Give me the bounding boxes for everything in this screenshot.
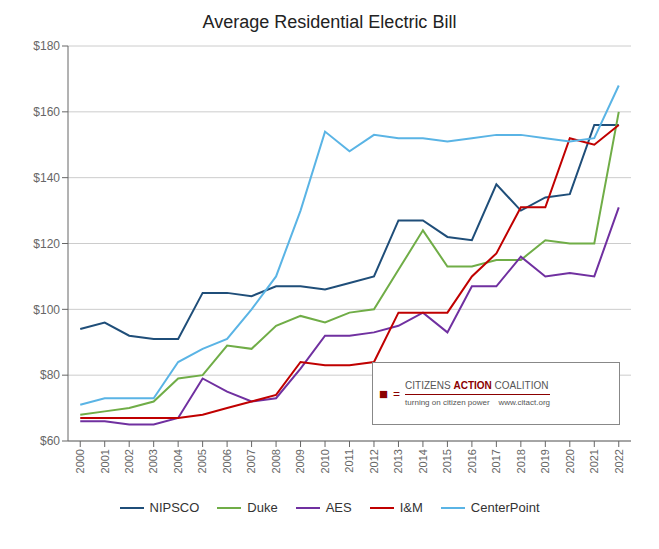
svg-text:2007: 2007 (245, 449, 257, 473)
svg-text:2014: 2014 (417, 449, 429, 473)
svg-text:2010: 2010 (319, 449, 331, 473)
html-text:AES: AES (325, 500, 352, 515)
svg-text:2004: 2004 (172, 449, 184, 473)
svg-text:2019: 2019 (539, 449, 551, 473)
svg-text:2017: 2017 (490, 449, 502, 473)
svg-text:$80: $80 (40, 368, 60, 382)
svg-text:2006: 2006 (221, 449, 233, 473)
svg-text:2022: 2022 (613, 449, 625, 473)
svg-text:2005: 2005 (196, 449, 208, 473)
svg-text:2000: 2000 (74, 449, 86, 473)
svg-text:2011: 2011 (343, 449, 355, 473)
svg-text:2001: 2001 (99, 449, 111, 473)
svg-text:2020: 2020 (564, 449, 576, 473)
html-text:turning on citizen power www.c: turning on citizen power www.citact.org (405, 398, 550, 408)
html-text:CenterPoint: CenterPoint (470, 500, 540, 515)
svg-text:$120: $120 (33, 237, 60, 251)
html-text:NIPSCO: NIPSCO (149, 500, 200, 515)
svg-text:2016: 2016 (466, 449, 478, 473)
html-text:Average Residential Electric B: Average Residential Electric Bill (202, 12, 457, 32)
svg-text:$140: $140 (33, 171, 60, 185)
html-text:I&M: I&M (399, 500, 423, 515)
svg-text:2018: 2018 (515, 449, 527, 473)
svg-text:2015: 2015 (441, 449, 453, 473)
html-text:Duke: Duke (247, 500, 278, 515)
svg-text:$180: $180 (33, 39, 60, 53)
svg-text:2009: 2009 (294, 449, 306, 473)
svg-text:2021: 2021 (588, 449, 600, 473)
svg-text:2003: 2003 (147, 449, 159, 473)
svg-text:$160: $160 (33, 105, 60, 119)
svg-text:$100: $100 (33, 303, 60, 317)
svg-text:2012: 2012 (368, 449, 380, 473)
svg-text:$60: $60 (40, 434, 60, 448)
svg-text:2008: 2008 (270, 449, 282, 473)
html-text:■ = CITIZENS ACTION COALITION: ■ = CITIZENS ACTION COALITION (379, 380, 549, 403)
svg-text:2002: 2002 (123, 449, 135, 473)
svg-text:2013: 2013 (392, 449, 404, 473)
